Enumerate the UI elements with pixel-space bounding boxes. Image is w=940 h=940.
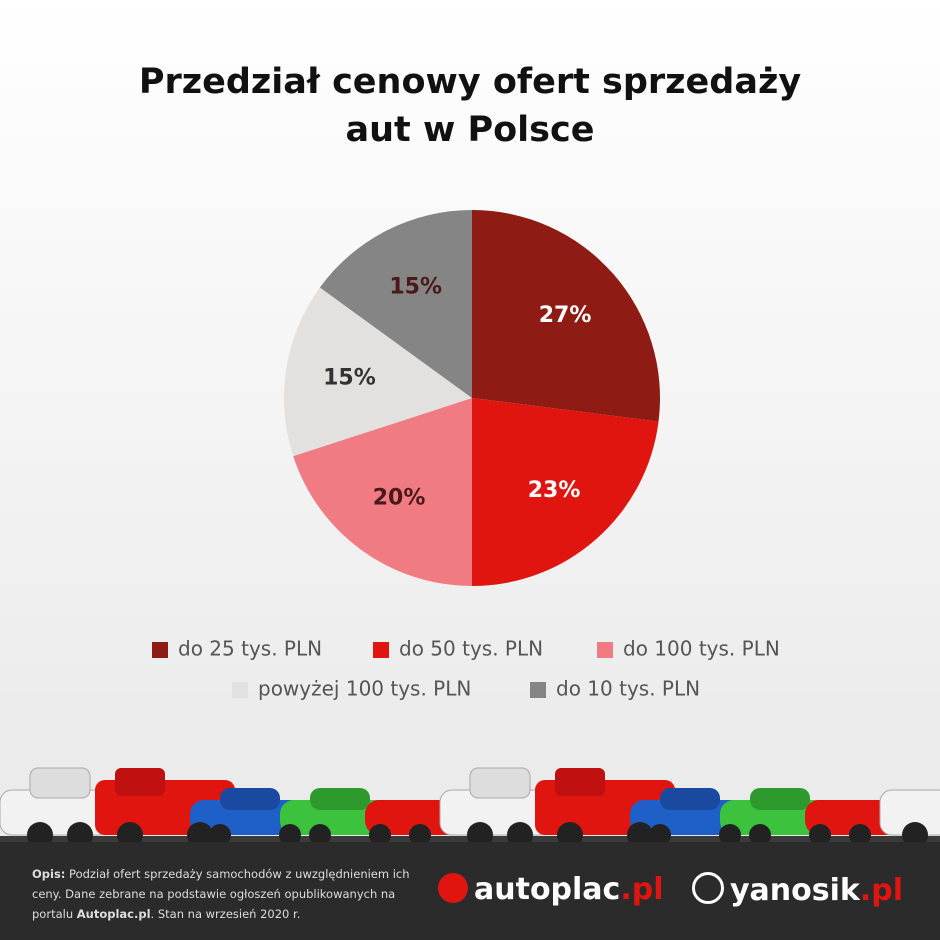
chart-title: Przedział cenowy ofert sprzedaży aut w P… [138, 62, 802, 150]
description-text: Podział ofert sprzedaży samochodów z uwz… [32, 867, 410, 921]
legend-marker [530, 682, 546, 698]
legend-label: do 50 tys. PLN [399, 637, 543, 661]
legend-marker [232, 682, 248, 698]
value-label: 15% [389, 274, 442, 299]
legend-marker [152, 642, 168, 658]
legend-label: do 25 tys. PLN [178, 637, 322, 661]
pie-slice [319, 210, 472, 398]
legend-label: do 100 tys. PLN [623, 637, 780, 661]
legend-label: powyżej 100 tys. PLN [258, 677, 471, 701]
description: Opis: Podział ofert sprzedaży samochodów… [32, 864, 422, 924]
footer: Opis: Podział ofert sprzedaży samochodów… [0, 842, 940, 940]
description-site: Autoplac.pl [76, 907, 151, 921]
logo-autoplac: autoplac.pl [438, 872, 664, 907]
value-label: 27% [539, 303, 592, 328]
legend-label: do 10 tys. PLN [556, 677, 700, 701]
description-label: Opis: [32, 867, 66, 881]
logo-yanosik: yanosik.pl [692, 872, 903, 908]
pie-slice [472, 210, 661, 422]
value-label: 23% [528, 478, 581, 503]
logo-suffix: .pl [620, 872, 664, 907]
value-label: 15% [323, 366, 376, 391]
description-text: . Stan na wrzesień 2020 r. [150, 907, 301, 921]
pie-slice [472, 398, 659, 586]
cars [0, 767, 940, 842]
pie-slice [284, 287, 472, 457]
legend-marker [597, 642, 613, 658]
logo-suffix: .pl [859, 873, 904, 908]
legend-marker [373, 642, 389, 658]
logo-text: autoplac [474, 872, 621, 907]
logo-text: yanosik [730, 873, 860, 908]
chart: 27% 23% 20% 15% 15% do 25 tys. PLN do 50 tys. … [0, 210, 940, 842]
pie-slice [293, 398, 472, 586]
value-label: 20% [373, 485, 426, 510]
